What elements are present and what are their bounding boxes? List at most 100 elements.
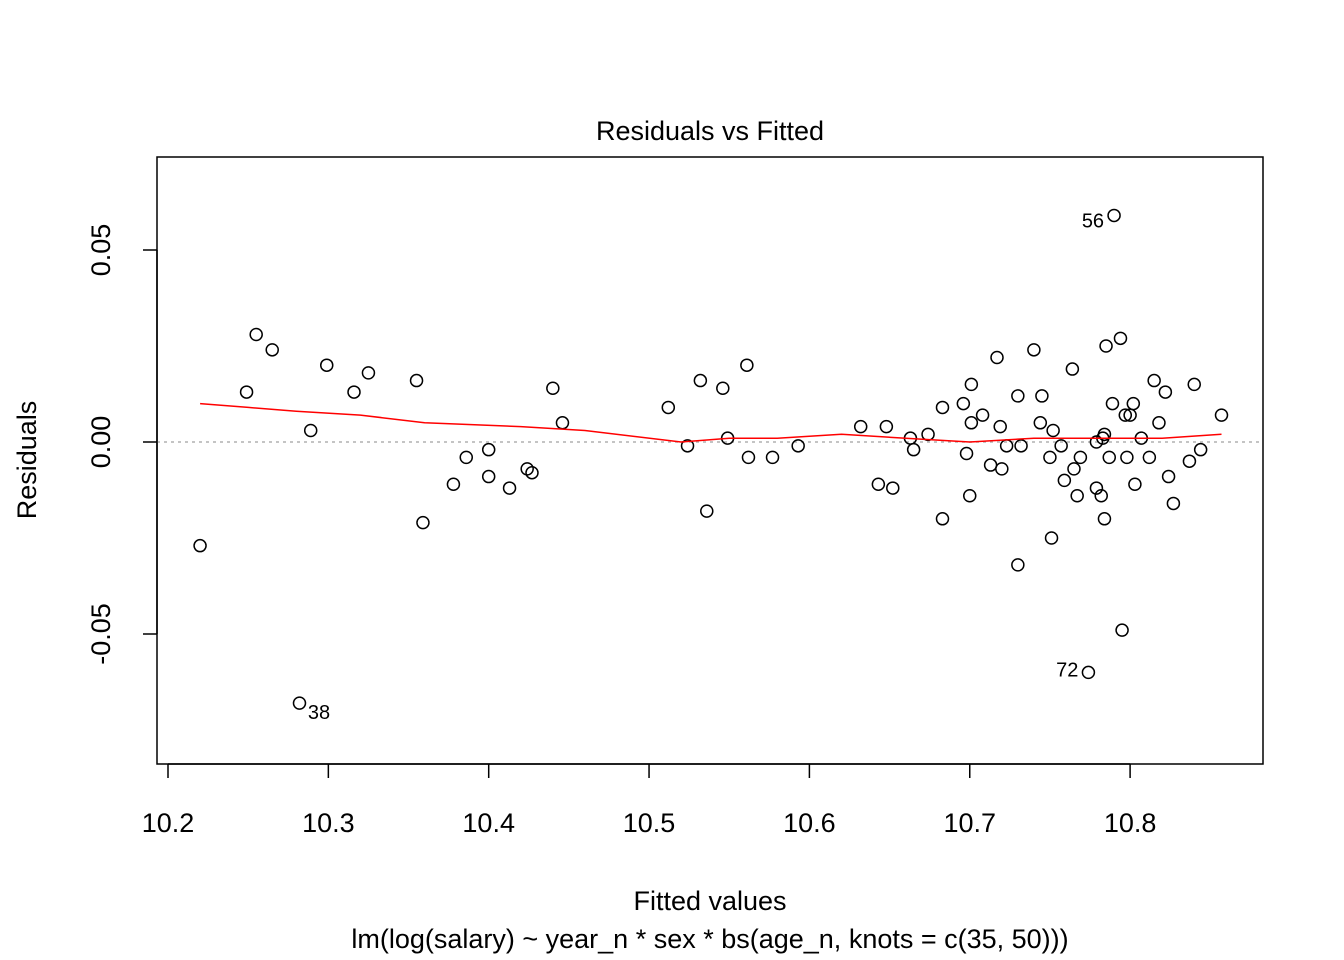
data-point [1011, 558, 1025, 572]
data-point [1118, 408, 1133, 422]
data-point [1081, 665, 1096, 680]
data-point [1161, 469, 1176, 484]
data-point [935, 512, 950, 526]
data-point [1033, 416, 1048, 430]
data-point [555, 416, 570, 430]
data-point [347, 385, 361, 399]
data-point [1070, 489, 1084, 503]
data-point [661, 400, 676, 415]
data-point [1073, 450, 1088, 465]
data-point [700, 504, 714, 518]
data-point [871, 477, 886, 491]
data-point [1102, 450, 1117, 465]
data-point [765, 450, 780, 465]
data-point [740, 358, 754, 372]
data-point [1057, 473, 1072, 488]
data-point [935, 400, 950, 415]
data-point [983, 458, 998, 472]
data-point [680, 439, 695, 453]
data-point [1115, 623, 1129, 637]
data-point [964, 377, 979, 392]
data-point [993, 419, 1007, 434]
data-point [459, 450, 474, 465]
data-point [546, 381, 560, 395]
scatter-points [193, 208, 1229, 710]
data-point [1097, 427, 1112, 442]
y-tick-label: 0.00 [86, 416, 116, 469]
data-point [1089, 435, 1104, 449]
y-tick-label: 0.05 [86, 224, 116, 277]
data-point [1128, 477, 1142, 491]
data-point [964, 416, 979, 430]
chart-title: Residuals vs Fitted [596, 116, 824, 146]
data-point [502, 481, 517, 495]
x-axis: 10.2 10.3 10.4 10.5 10.6 10.7 10.8 [142, 763, 1157, 838]
data-point [1011, 389, 1025, 403]
data-point [1044, 531, 1059, 545]
data-point [990, 350, 1004, 365]
smooth-curve [200, 402, 1222, 443]
data-point [1046, 423, 1060, 438]
data-point [906, 442, 921, 457]
data-point [1027, 343, 1041, 357]
data-point [959, 446, 974, 461]
data-point [1166, 496, 1181, 511]
data-point [886, 481, 900, 495]
x-tick-label: 10.7 [943, 808, 996, 838]
data-point [1182, 454, 1197, 468]
y-axis-title: Residuals [12, 401, 42, 520]
point-label-56: 56 [1082, 210, 1104, 232]
data-point [1152, 416, 1166, 430]
data-point [1126, 396, 1141, 411]
data-point [1099, 339, 1113, 353]
model-formula-subtitle: lm(log(salary) ~ year_n * sex * bs(age_n… [351, 924, 1068, 954]
data-point [1147, 373, 1161, 388]
x-tick-label: 10.6 [783, 808, 836, 838]
y-axis: -0.05 0.00 0.05 [86, 224, 158, 665]
data-point [481, 469, 496, 484]
data-point [963, 489, 977, 503]
data-point [1065, 362, 1080, 376]
point-label-72: 72 [1056, 660, 1078, 682]
data-point [361, 366, 376, 380]
data-point [409, 373, 424, 388]
data-point [956, 396, 971, 411]
data-point [265, 343, 279, 357]
data-point [1097, 512, 1112, 526]
data-point [1105, 396, 1120, 411]
data-point [193, 538, 207, 553]
x-axis-title: Fitted values [633, 886, 786, 916]
smooth-curve-layer [200, 402, 1222, 443]
data-point [1014, 439, 1028, 453]
data-point [1107, 208, 1121, 223]
data-point [853, 419, 868, 434]
data-point [1035, 389, 1049, 403]
x-tick-label: 10.8 [1104, 808, 1157, 838]
data-point [716, 381, 730, 395]
data-point [481, 442, 496, 457]
data-point [239, 385, 254, 399]
data-point [319, 358, 334, 372]
data-point [446, 477, 461, 491]
y-tick-label: -0.05 [86, 603, 116, 665]
data-point [1187, 377, 1201, 392]
data-point [1054, 439, 1068, 453]
data-point [1120, 450, 1134, 465]
data-point [1089, 481, 1104, 495]
x-tick-label: 10.3 [302, 808, 355, 838]
point-labels: 56 72 38 [308, 210, 1104, 724]
data-point [995, 462, 1009, 476]
data-point [1094, 489, 1108, 503]
point-label-38: 38 [308, 702, 330, 724]
data-point [921, 427, 935, 442]
data-point [249, 327, 263, 342]
data-point [1142, 450, 1157, 465]
data-point [525, 465, 539, 480]
data-point [303, 423, 318, 438]
x-tick-label: 10.5 [623, 808, 676, 838]
data-point [741, 450, 756, 465]
data-point [879, 419, 894, 434]
data-point [1043, 450, 1057, 465]
data-point [975, 408, 990, 422]
data-point [1158, 385, 1173, 399]
